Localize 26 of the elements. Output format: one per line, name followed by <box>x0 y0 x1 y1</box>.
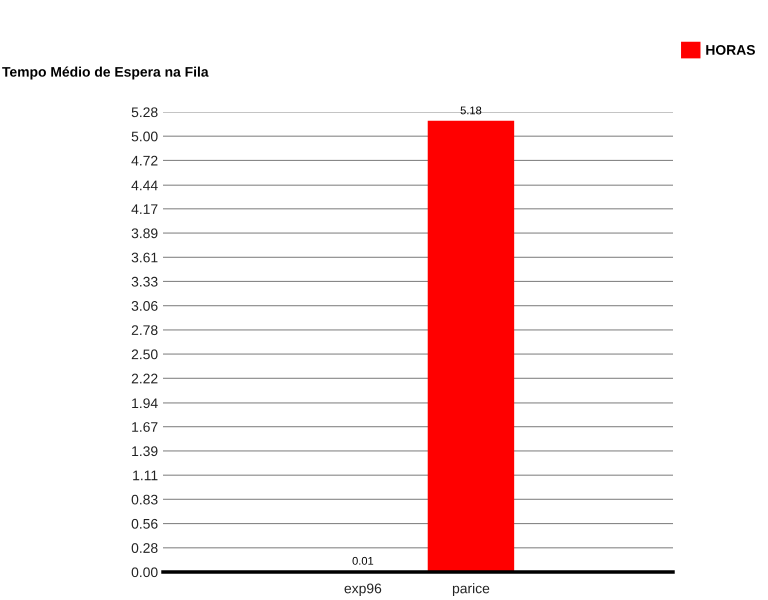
y-tick-label: 5.00 <box>132 132 158 142</box>
y-tick-label: 0.00 <box>132 567 158 578</box>
y-tick-label: 3.06 <box>132 301 158 311</box>
legend-label: HORAS <box>706 45 755 55</box>
data-label: 5.18 <box>460 106 482 114</box>
x-tick-label: exp96 <box>344 583 382 596</box>
y-tick-label: 3.33 <box>132 276 158 287</box>
y-tick-label: 0.83 <box>132 494 158 505</box>
y-tick-label: 0.56 <box>132 518 158 529</box>
y-tick-label: 4.17 <box>131 204 158 214</box>
y-tick-label: 4.44 <box>131 180 158 190</box>
y-tick-label: 1.11 <box>133 470 158 480</box>
y-tick-label: 1.67 <box>132 422 158 432</box>
y-tick-label: 1.39 <box>132 446 158 456</box>
y-tick-label: 5.28 <box>132 107 158 118</box>
y-tick-label: 2.22 <box>132 374 158 384</box>
y-tick-label: 1.94 <box>132 398 158 408</box>
y-tick-label: 3.89 <box>132 228 158 238</box>
y-tick-label: 2.50 <box>132 349 158 360</box>
y-tick-label: 0.28 <box>132 543 158 553</box>
x-tick-label: parice <box>452 583 490 596</box>
y-tick-label: 4.72 <box>131 156 158 166</box>
data-label: 0.01 <box>352 556 374 565</box>
y-tick-label: 2.78 <box>132 325 158 336</box>
y-tick-label: 3.61 <box>132 252 158 262</box>
chart-title: Tempo Médio de Espera na Fila <box>2 66 209 80</box>
